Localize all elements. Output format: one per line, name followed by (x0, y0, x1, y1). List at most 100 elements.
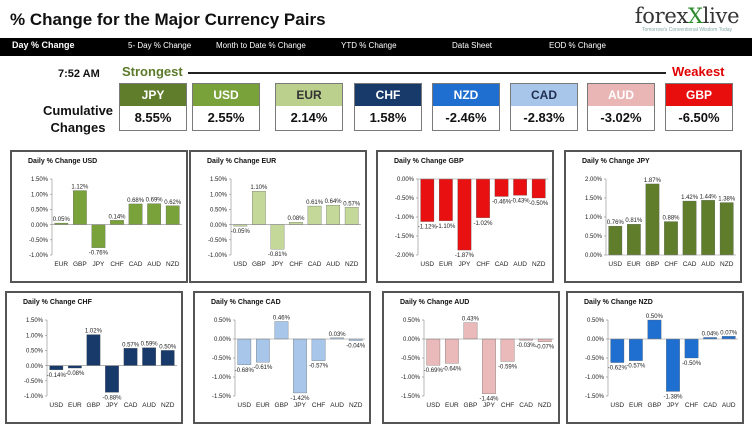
bar-eur (68, 365, 82, 369)
bar-jpy (482, 338, 496, 394)
category-label: NZD (538, 402, 552, 409)
y-tick-label: 1.50% (585, 196, 603, 202)
chart-title: Daily % Change GBP (394, 158, 464, 165)
bar-nzd (719, 202, 734, 256)
chart-panel-cad: Daily % Change CAD -1.50% -1.00% -0.50% 0.00… (193, 291, 371, 424)
category-label: CAD (703, 402, 717, 409)
y-tick-label: 0.50% (403, 318, 421, 324)
category-label: USD (49, 402, 63, 409)
y-tick-label: 0.00% (31, 223, 49, 229)
bar-eur (439, 178, 453, 221)
bar-chf (684, 338, 699, 359)
bar-usd (420, 178, 435, 222)
bar-usd (610, 338, 625, 363)
category-label: GBP (646, 261, 660, 268)
value-label: -0.50% (682, 361, 702, 367)
value-label: 0.05% (53, 217, 71, 223)
bar-nzd (160, 350, 175, 366)
y-tick-label: -0.50% (395, 196, 415, 202)
value-label: 0.43% (462, 317, 480, 323)
nav-eod-change[interactable]: EOD % Change (549, 41, 606, 50)
y-tick-label: 1.50% (210, 177, 228, 183)
y-tick-label: -1.00% (208, 253, 228, 259)
nav-bar: Day % Change 5- Day % Change Month to Da… (0, 38, 752, 56)
y-tick-label: -1.00% (29, 253, 49, 259)
value-label: 0.50% (646, 314, 664, 320)
bar-nzd (537, 338, 552, 342)
y-tick-label: 2.00% (585, 177, 603, 183)
category-label: EUR (54, 261, 68, 268)
category-label: CHF (476, 261, 489, 268)
nav-day-change[interactable]: Day % Change (12, 40, 75, 50)
value-label: 0.59% (141, 342, 159, 348)
chart-title: Daily % Change CHF (23, 299, 92, 306)
currency-box-aud: AUD -3.02% (587, 83, 655, 131)
strongest-label: Strongest (122, 64, 183, 79)
y-tick-label: 1.00% (31, 192, 49, 198)
currency-box-nzd: NZD -2.46% (432, 83, 500, 131)
currency-code: CAD (511, 84, 577, 106)
category-label: JPY (458, 261, 471, 268)
nav-ytd-change[interactable]: YTD % Change (341, 41, 397, 50)
category-label: GBP (252, 261, 266, 268)
bar-aud (721, 336, 736, 340)
value-label: -0.43% (511, 198, 531, 204)
category-label: JPY (271, 261, 284, 268)
value-label: -0.76% (89, 251, 109, 257)
bar-cad (123, 348, 138, 366)
category-label: NZD (349, 402, 363, 409)
category-label: JPY (483, 402, 496, 409)
bar-cad (682, 200, 697, 256)
currency-box-eur: EUR 2.14% (275, 83, 343, 131)
y-tick-label: -0.50% (29, 238, 49, 244)
nav-5-day-change[interactable]: 5- Day % Change (128, 41, 192, 50)
category-label: USD (608, 261, 622, 268)
currency-code: EUR (276, 84, 342, 106)
value-label: 0.69% (146, 198, 164, 204)
category-label: EUR (627, 261, 641, 268)
bar-gbp (252, 191, 266, 225)
value-label: -1.87% (455, 253, 475, 259)
category-label: CHF (289, 261, 302, 268)
category-label: USD (233, 261, 247, 268)
value-label: 1.42% (681, 195, 699, 201)
bar-jpy (666, 338, 680, 392)
value-label: -0.08% (65, 371, 85, 377)
y-tick-label: 0.00% (397, 177, 415, 183)
value-label: 0.88% (662, 216, 680, 222)
value-label: -0.88% (102, 395, 122, 401)
cumulative-changes-label: Cumulative Changes (42, 103, 114, 135)
title-bar: % Change for the Major Currency Pairs fo… (0, 0, 752, 40)
chart-panel-eur: Daily % Change EUR -1.00% -0.50% 0.00% 0.50%… (189, 150, 367, 283)
bar-cad (307, 205, 322, 225)
nav-data-sheet[interactable]: Data Sheet (452, 41, 493, 50)
y-tick-label: -2.00% (395, 253, 415, 259)
category-label: NZD (161, 402, 175, 409)
y-tick-label: -0.50% (24, 379, 44, 385)
y-tick-label: 0.00% (210, 223, 228, 229)
y-tick-label: 1.00% (26, 333, 44, 339)
value-label: 0.07% (720, 330, 738, 336)
chart-panel-gbp: Daily % Change GBP -2.00% -1.50% -1.00% -0.5… (376, 150, 554, 283)
currency-code: NZD (433, 84, 499, 106)
y-tick-label: 1.50% (26, 318, 44, 324)
bar-jpy (457, 178, 472, 251)
value-label: -1.42% (290, 396, 310, 402)
value-label: 1.44% (700, 194, 718, 200)
category-label: USD (420, 261, 434, 268)
currency-code: JPY (120, 84, 186, 106)
y-tick-label: 0.50% (210, 208, 228, 214)
chart-panel-nzd: Daily % Change NZD -1.50% -1.00% -0.50% 0.00… (566, 291, 744, 424)
category-label: GBP (87, 402, 101, 409)
value-label: 0.14% (108, 214, 126, 220)
y-tick-label: -1.00% (401, 375, 421, 381)
chart-svg: -2.00% -1.50% -1.00% -0.50% 0.00% -1.12% USD -1… (395, 177, 549, 268)
value-label: -0.81% (268, 252, 288, 258)
bar-usd (237, 338, 252, 365)
nav-month-to-date-change[interactable]: Month to Date % Change (216, 41, 306, 50)
value-label: -1.12% (418, 225, 438, 231)
category-label: CAD (308, 261, 322, 268)
value-label: -0.46% (492, 199, 512, 205)
chart-title: Daily % Change USD (28, 158, 98, 165)
y-tick-label: 0.50% (214, 318, 232, 324)
